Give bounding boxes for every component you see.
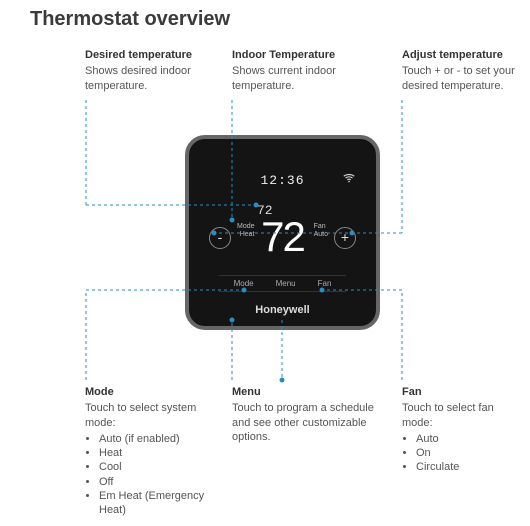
callout-intro: Touch to select system mode: xyxy=(85,401,225,430)
callout-head: Mode xyxy=(85,385,225,399)
callout-head: Fan xyxy=(402,385,522,399)
list-item: Em Heat (Emergency Heat) xyxy=(99,489,225,518)
callout-head: Adjust temperature xyxy=(402,48,522,62)
soft-button-row: Mode Menu Fan xyxy=(219,275,346,292)
temp-up-button[interactable]: + xyxy=(334,227,356,249)
callout-list: Auto On Circulate xyxy=(402,432,522,475)
callout-body: Touch to program a schedule and see othe… xyxy=(232,401,382,444)
list-item: Off xyxy=(99,475,225,489)
mode-label-top: Mode xyxy=(237,223,255,231)
callout-mode: Mode Touch to select system mode: Auto (… xyxy=(85,385,225,518)
callout-desired-temp: Desired temperature Shows desired indoor… xyxy=(85,48,215,93)
menu-soft-button[interactable]: Menu xyxy=(276,279,296,288)
page-title: Thermostat overview xyxy=(30,8,230,31)
callout-fan: Fan Touch to select fan mode: Auto On Ci… xyxy=(402,385,522,475)
mode-label-value: Heat xyxy=(237,231,255,239)
mode-indicator: Mode Heat xyxy=(237,223,255,238)
list-item: Auto xyxy=(416,432,522,446)
list-item: Cool xyxy=(99,460,225,474)
callout-head: Menu xyxy=(232,385,382,399)
callout-indoor-temp: Indoor Temperature Shows current indoor … xyxy=(232,48,372,93)
list-item: Circulate xyxy=(416,460,522,474)
indoor-temp-display: 72 xyxy=(261,213,304,261)
fan-indicator: Fan Auto xyxy=(314,223,328,238)
callout-list: Auto (if enabled) Heat Cool Off Em Heat … xyxy=(85,432,225,518)
callout-body: Shows desired indoor temperature. xyxy=(85,64,215,93)
fan-label-top: Fan xyxy=(314,223,328,231)
callout-adjust-temp: Adjust temperature Touch + or - to set y… xyxy=(402,48,522,93)
fan-soft-button[interactable]: Fan xyxy=(318,279,332,288)
callout-head: Desired temperature xyxy=(85,48,215,62)
wifi-icon xyxy=(342,171,356,185)
callout-menu: Menu Touch to program a schedule and see… xyxy=(232,385,382,444)
callout-body: Touch + or - to set your desired tempera… xyxy=(402,64,522,93)
callout-intro: Touch to select fan mode: xyxy=(402,401,522,430)
callout-body: Shows current indoor temperature. xyxy=(232,64,372,93)
clock-display: 12:36 xyxy=(260,173,304,188)
thermostat-device: 12:36 72 72 Mode Heat Fan Auto - + Mode … xyxy=(185,135,380,330)
list-item: Heat xyxy=(99,446,225,460)
list-item: Auto (if enabled) xyxy=(99,432,225,446)
temp-down-button[interactable]: - xyxy=(209,227,231,249)
mode-soft-button[interactable]: Mode xyxy=(234,279,254,288)
brand-label: Honeywell xyxy=(255,304,309,316)
list-item: On xyxy=(416,446,522,460)
fan-label-value: Auto xyxy=(314,231,328,239)
callout-head: Indoor Temperature xyxy=(232,48,372,62)
